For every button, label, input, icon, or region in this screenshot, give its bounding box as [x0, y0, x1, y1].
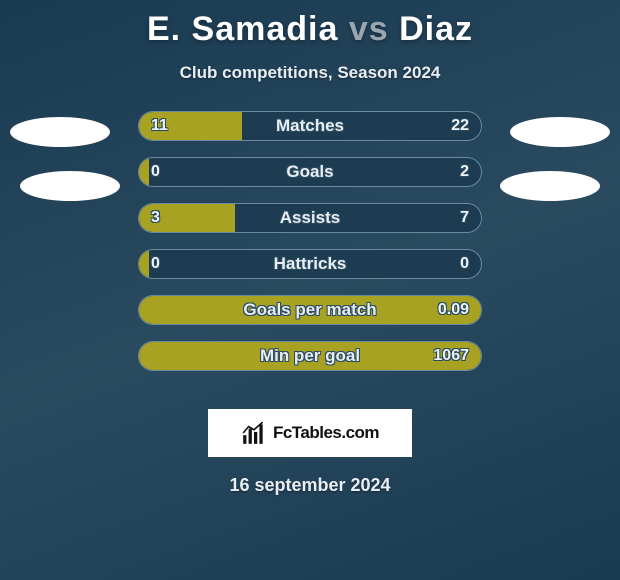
avatar-player1-bottom — [20, 171, 120, 201]
stat-bar-row: 1122Matches — [138, 111, 482, 141]
stat-label: Goals — [139, 158, 481, 186]
title-player2: Diaz — [399, 10, 473, 48]
stat-bar-fill-left — [139, 112, 242, 140]
stat-bars-container: 1122Matches02Goals37Assists00Hattricks0.… — [138, 111, 482, 387]
stat-bar-row: 00Hattricks — [138, 249, 482, 279]
stat-bar-row: 37Assists — [138, 203, 482, 233]
comparison-title: E. Samadia vs Diaz — [0, 0, 620, 49]
title-player1: E. Samadia — [147, 10, 338, 48]
stat-value-right: 0 — [448, 250, 481, 278]
stat-bar-fill-right — [139, 342, 481, 370]
fctables-logo: FcTables.com — [208, 409, 412, 457]
stat-value-right: 22 — [439, 112, 481, 140]
avatar-player2-top — [510, 117, 610, 147]
stat-bar-fill-left — [139, 158, 149, 186]
title-vs: vs — [349, 10, 389, 48]
stat-bar-fill-left — [139, 204, 235, 232]
avatar-player2-bottom — [500, 171, 600, 201]
bars-chart-icon — [241, 420, 267, 446]
stat-bar-fill-left — [139, 296, 481, 324]
stat-value-right: 2 — [448, 158, 481, 186]
logo-text: FcTables.com — [273, 423, 379, 443]
footer-date: 16 september 2024 — [0, 475, 620, 496]
stat-bar-row: 02Goals — [138, 157, 482, 187]
stat-label: Hattricks — [139, 250, 481, 278]
stat-bar-row: 0.09Goals per match — [138, 295, 482, 325]
avatar-player1-top — [10, 117, 110, 147]
comparison-arena: 1122Matches02Goals37Assists00Hattricks0.… — [0, 111, 620, 391]
stat-bar-fill-left — [139, 250, 149, 278]
stat-value-right: 7 — [448, 204, 481, 232]
subtitle: Club competitions, Season 2024 — [0, 63, 620, 83]
stat-bar-row: 1067Min per goal — [138, 341, 482, 371]
